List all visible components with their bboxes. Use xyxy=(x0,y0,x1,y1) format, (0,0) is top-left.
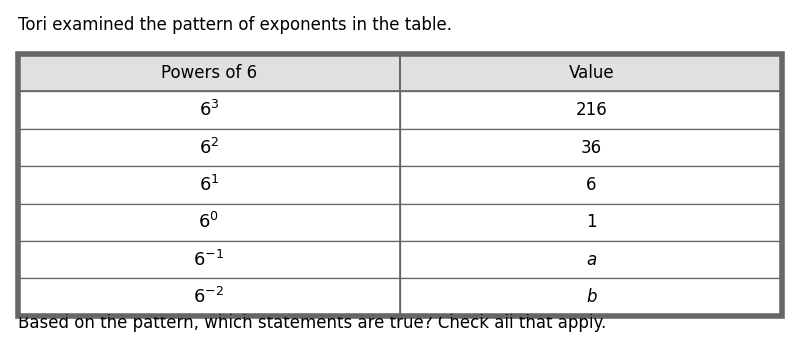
Text: a: a xyxy=(586,251,596,269)
Bar xyxy=(18,204,400,241)
Bar xyxy=(18,129,400,166)
Text: $6^{-2}$: $6^{-2}$ xyxy=(194,287,224,307)
Text: Powers of 6: Powers of 6 xyxy=(161,64,257,82)
Text: $6^{2}$: $6^{2}$ xyxy=(198,138,219,158)
Bar xyxy=(400,241,782,279)
Bar xyxy=(18,54,400,91)
Bar xyxy=(400,279,782,316)
Text: 1: 1 xyxy=(586,213,597,231)
Bar xyxy=(18,54,782,316)
Text: $6^{-1}$: $6^{-1}$ xyxy=(194,250,224,270)
Bar xyxy=(18,279,400,316)
Text: 36: 36 xyxy=(581,139,602,157)
Text: Value: Value xyxy=(568,64,614,82)
Bar xyxy=(18,54,782,316)
Bar xyxy=(400,54,782,91)
Text: 6: 6 xyxy=(586,176,597,194)
Bar xyxy=(18,91,400,129)
Bar xyxy=(18,241,400,279)
Text: $6^{1}$: $6^{1}$ xyxy=(198,175,219,195)
Bar xyxy=(400,91,782,129)
Text: $6^{0}$: $6^{0}$ xyxy=(198,212,219,232)
Text: Based on the pattern, which statements are true? Check all that apply.: Based on the pattern, which statements a… xyxy=(18,314,606,332)
Bar xyxy=(400,204,782,241)
Text: 216: 216 xyxy=(575,101,607,119)
Text: Tori examined the pattern of exponents in the table.: Tori examined the pattern of exponents i… xyxy=(18,16,451,34)
Text: $6^{3}$: $6^{3}$ xyxy=(198,100,219,120)
Bar xyxy=(18,166,400,204)
Bar xyxy=(400,166,782,204)
Text: b: b xyxy=(586,288,597,306)
Bar xyxy=(400,129,782,166)
